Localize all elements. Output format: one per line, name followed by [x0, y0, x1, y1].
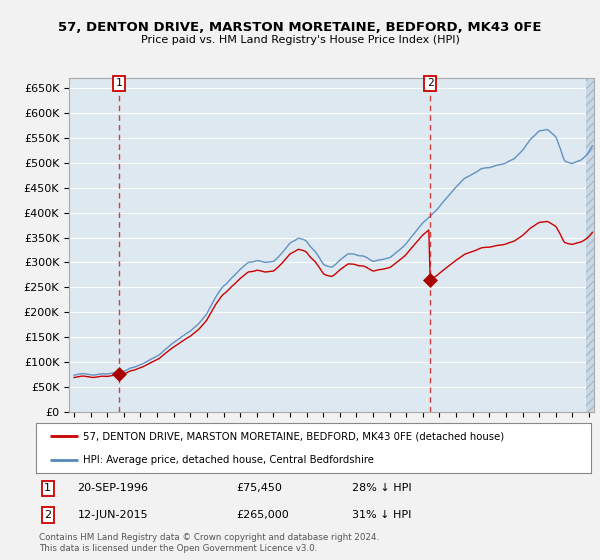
Text: HPI: Average price, detached house, Central Bedfordshire: HPI: Average price, detached house, Cent…: [83, 455, 374, 465]
Text: 2: 2: [427, 78, 434, 88]
Text: 28% ↓ HPI: 28% ↓ HPI: [352, 483, 412, 493]
Text: 20-SEP-1996: 20-SEP-1996: [77, 483, 149, 493]
Text: £75,450: £75,450: [236, 483, 281, 493]
Text: £265,000: £265,000: [236, 510, 289, 520]
Text: 31% ↓ HPI: 31% ↓ HPI: [352, 510, 412, 520]
Text: Contains HM Land Registry data © Crown copyright and database right 2024.
This d: Contains HM Land Registry data © Crown c…: [39, 533, 379, 553]
Text: 1: 1: [116, 78, 122, 88]
Bar: [586, 78, 594, 412]
Text: 2: 2: [44, 510, 52, 520]
Text: 57, DENTON DRIVE, MARSTON MORETAINE, BEDFORD, MK43 0FE: 57, DENTON DRIVE, MARSTON MORETAINE, BED…: [58, 21, 542, 34]
Text: 12-JUN-2015: 12-JUN-2015: [77, 510, 148, 520]
Text: 57, DENTON DRIVE, MARSTON MORETAINE, BEDFORD, MK43 0FE (detached house): 57, DENTON DRIVE, MARSTON MORETAINE, BED…: [83, 431, 505, 441]
Text: 1: 1: [44, 483, 52, 493]
Text: Price paid vs. HM Land Registry's House Price Index (HPI): Price paid vs. HM Land Registry's House …: [140, 35, 460, 45]
